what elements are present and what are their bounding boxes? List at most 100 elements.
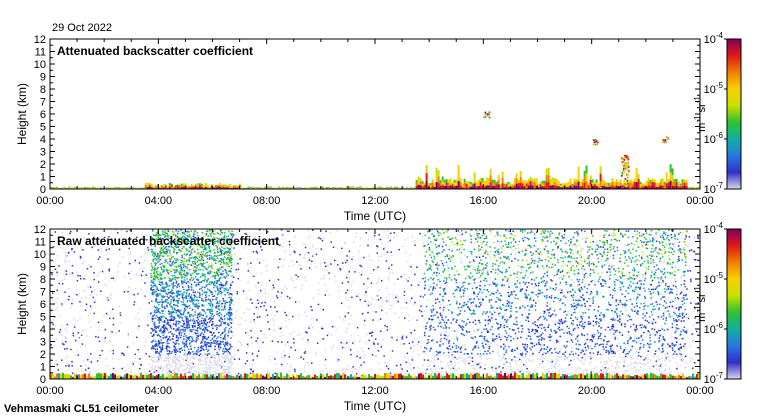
data-cell [254,235,256,238]
data-cell [384,187,386,189]
data-cell [352,187,354,189]
data-cell [61,283,64,285]
data-cell [199,252,201,255]
data-cell [525,186,528,189]
data-cell [677,183,680,187]
data-cell [125,353,127,355]
data-cell [169,303,172,306]
data-cell [205,371,207,373]
data-cell [144,252,147,254]
data-cell [696,187,698,189]
data-cell [332,246,335,249]
data-cell [386,251,389,253]
data-cell [505,257,508,260]
data-cell [335,358,338,360]
data-cell [497,179,500,185]
data-cell [228,258,231,261]
data-cell [353,339,356,342]
feature-cloud-patch [592,138,599,146]
data-cell [578,294,580,296]
data-cell [137,292,140,294]
data-cell [568,290,570,293]
data-cell [608,234,610,237]
data-cell [341,369,343,372]
data-cell [324,262,326,264]
data-cell [636,246,639,248]
data-cell [51,270,53,272]
data-cell [471,261,473,264]
data-cell [382,187,384,189]
data-cell [607,261,609,264]
data-cell [218,305,220,308]
data-cell [288,297,291,299]
data-cell [517,186,520,189]
data-cell [131,293,134,296]
data-cell [493,283,495,286]
data-cell [148,184,151,187]
data-cell [200,187,203,189]
data-cell [310,324,312,326]
data-cell [490,341,492,343]
tick-exponent: -4 [716,31,724,40]
data-cell [460,261,463,263]
data-cell [583,283,586,286]
data-cell [65,273,68,275]
data-cell [207,321,210,324]
data-cell [557,246,559,248]
data-cell [375,245,378,247]
data-cell [575,182,578,186]
data-cell [282,334,285,337]
data-cell [127,290,129,293]
data-cell [267,321,270,323]
data-cell [210,183,213,186]
data-cell [416,266,418,269]
data-cell [654,275,657,278]
data-cell [637,184,640,189]
data-cell [290,278,292,281]
data-cell [190,269,192,271]
data-cell [633,235,636,237]
data-cell [668,292,671,294]
data-cell [272,188,274,189]
data-cell [419,281,422,284]
data-cell [319,369,321,372]
data-cell [624,185,626,187]
data-cell [474,329,476,332]
data-cell [200,295,203,298]
data-cell [220,317,222,320]
data-cell [317,282,320,285]
data-cell [380,186,382,188]
data-cell [69,230,72,233]
data-cell [388,304,391,306]
data-cell [202,303,205,305]
data-cell [459,181,462,186]
data-cell [211,338,214,340]
data-cell [527,320,530,323]
data-cell [400,307,403,309]
data-cell [306,332,308,334]
data-cell [146,186,149,189]
data-cell [655,182,658,185]
data-cell [575,295,577,298]
data-cell [505,359,508,361]
data-cell [376,294,378,297]
data-cell [479,366,482,368]
data-cell [210,356,213,359]
data-cell [690,187,692,188]
data-cell [99,256,101,258]
data-cell [175,288,178,290]
data-cell [380,279,383,282]
data-cell [643,187,646,189]
data-cell [260,272,263,275]
data-cell [86,268,89,270]
data-cell [600,332,602,335]
data-cell [632,247,635,249]
data-cell [501,171,504,178]
data-cell [443,182,446,186]
data-cell [429,185,432,188]
data-cell [219,250,221,253]
data-cell [63,275,66,277]
data-cell [209,363,212,365]
chart-panel-1: Attenuated backscatter coefficient012345… [15,34,714,223]
data-cell [638,340,640,342]
